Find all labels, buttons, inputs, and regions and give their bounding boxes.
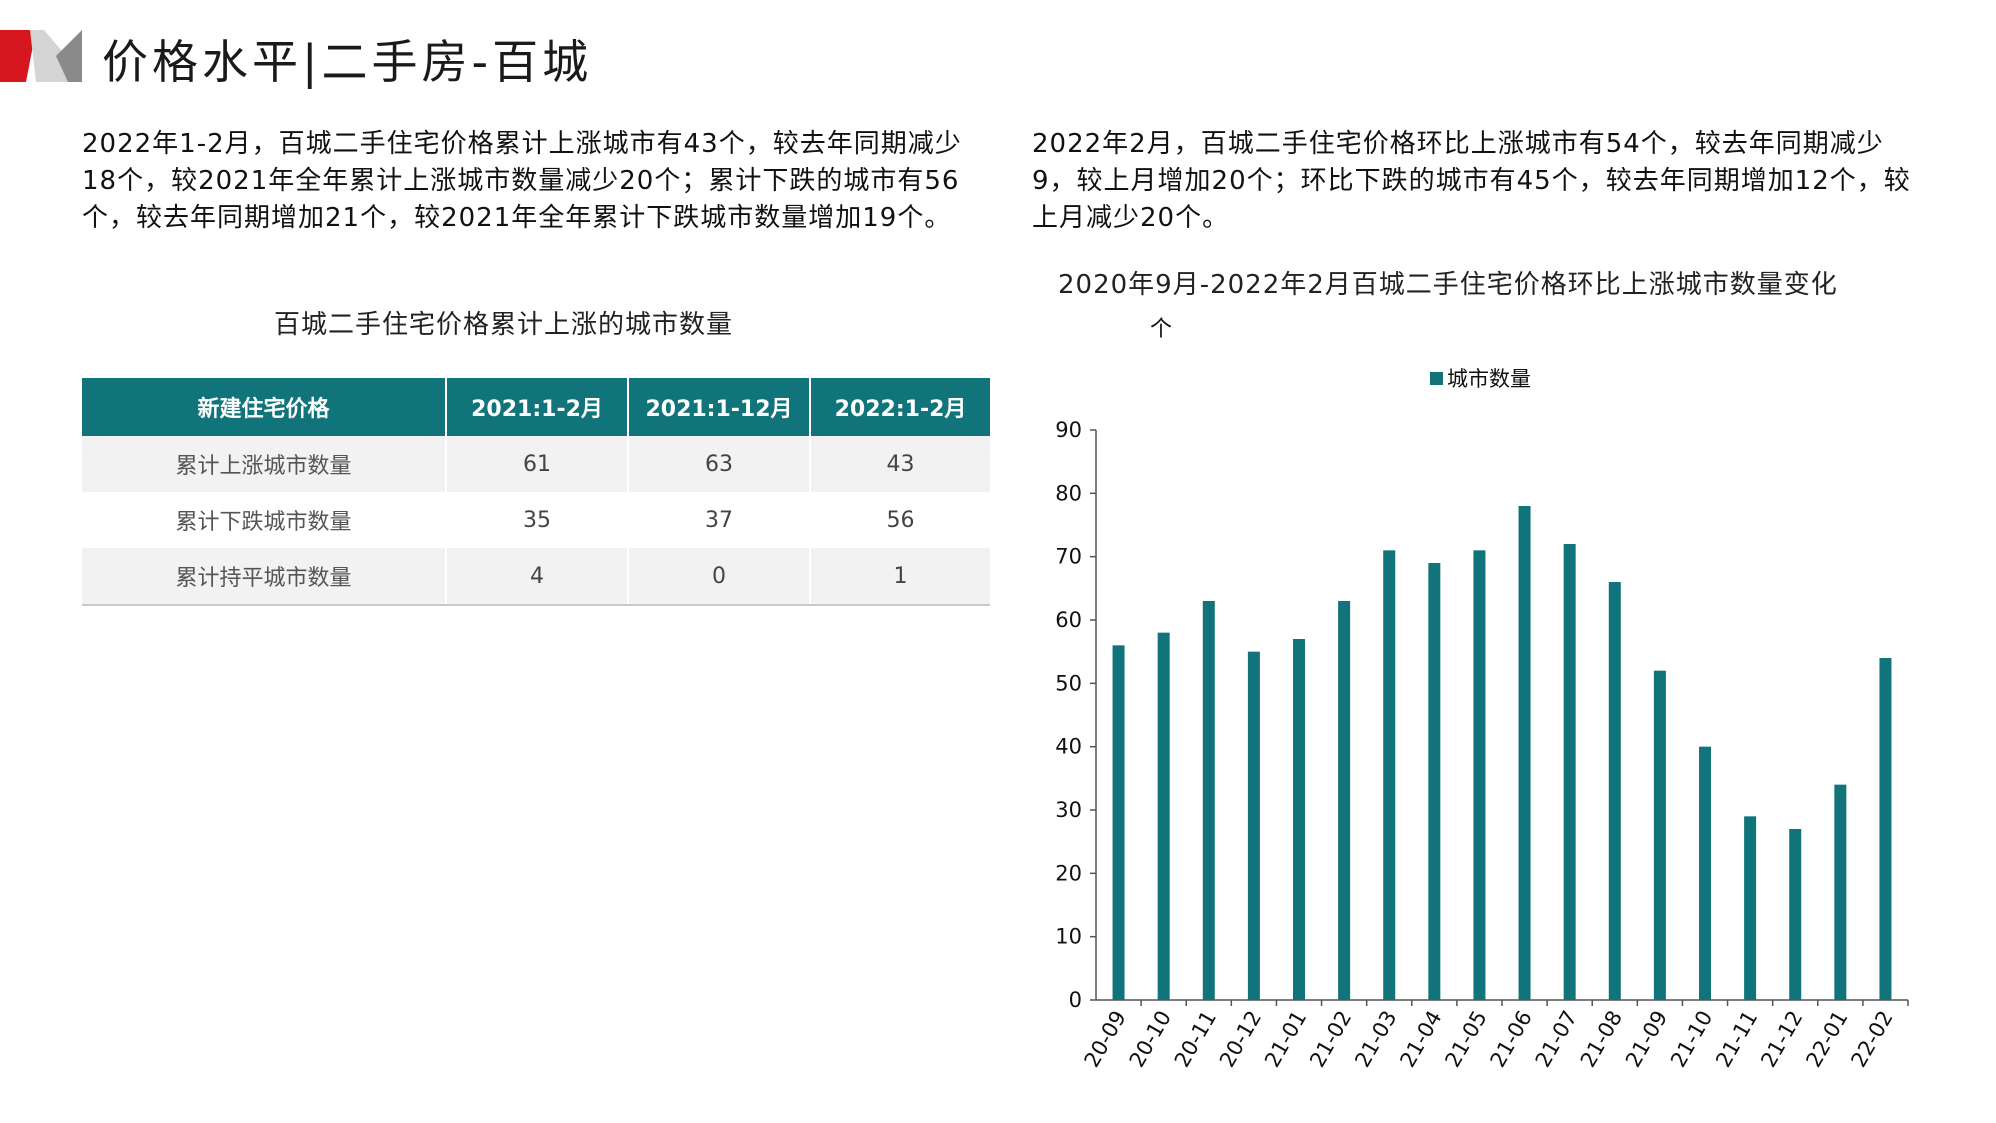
y-tick-label: 60 <box>1055 608 1082 632</box>
x-tick-label: 22-02 <box>1846 1007 1897 1072</box>
bar <box>1834 784 1847 1000</box>
table-header-cell: 新建住宅价格 <box>82 378 446 436</box>
bar <box>1383 550 1396 1000</box>
bar <box>1112 645 1125 1000</box>
x-tick-label: 21-07 <box>1531 1007 1582 1072</box>
bar <box>1293 639 1305 1000</box>
table-header-cell: 2022:1-2月 <box>809 378 990 436</box>
table-cell: 4 <box>445 548 628 606</box>
page-title: 价格水平|二手房-百城 <box>102 35 593 89</box>
x-tick-label: 20-09 <box>1080 1007 1131 1072</box>
bar <box>1518 506 1531 1000</box>
table-cell: 35 <box>445 492 628 548</box>
y-tick-label: 0 <box>1069 988 1082 1012</box>
bar-chart: 个城市数量010203040506070809020-0920-1020-112… <box>1055 317 1909 1072</box>
bar <box>1563 544 1576 1000</box>
bar <box>1202 601 1215 1000</box>
x-tick-label: 21-08 <box>1576 1007 1627 1072</box>
x-tick-label: 21-11 <box>1711 1007 1762 1072</box>
table-header-row: 新建住宅价格 2021:1-2月 2021:1-12月 2022:1-2月 <box>82 378 990 436</box>
legend-swatch <box>1430 372 1443 385</box>
x-tick-label: 20-11 <box>1170 1007 1221 1072</box>
table-row: 累计持平城市数量 4 0 1 <box>82 548 990 606</box>
legend-label: 城市数量 <box>1447 367 1531 391</box>
bar <box>1247 651 1260 1000</box>
bar <box>1699 746 1711 1000</box>
bar <box>1338 601 1351 1000</box>
row-label: 累计持平城市数量 <box>82 548 446 606</box>
bar <box>1473 550 1486 1000</box>
table-cell: 43 <box>809 436 990 492</box>
row-label: 累计下跌城市数量 <box>82 492 446 548</box>
bar <box>1789 829 1802 1000</box>
x-tick-label: 21-01 <box>1260 1007 1311 1072</box>
table-header-cell: 2021:1-12月 <box>627 378 810 436</box>
left-summary-text: 2022年1-2月，百城二手住宅价格累计上涨城市有43个，较去年同期减少18个，… <box>82 129 962 233</box>
table-cell: 37 <box>627 492 810 548</box>
bar <box>1428 563 1441 1000</box>
x-tick-label: 21-09 <box>1621 1007 1672 1072</box>
bar <box>1608 582 1621 1000</box>
table-caption: 百城二手住宅价格累计上涨的城市数量 <box>274 310 734 340</box>
y-tick-label: 20 <box>1055 861 1082 885</box>
table-row: 累计下跌城市数量 35 37 56 <box>82 492 990 548</box>
bar <box>1157 632 1170 1000</box>
y-tick-label: 80 <box>1055 481 1082 505</box>
cumulative-city-count-table: 新建住宅价格 2021:1-2月 2021:1-12月 2022:1-2月 累计… <box>82 378 990 606</box>
y-tick-label: 50 <box>1055 671 1082 695</box>
x-tick-label: 21-05 <box>1440 1007 1491 1072</box>
table-cell: 56 <box>809 492 990 548</box>
x-tick-label: 21-02 <box>1305 1007 1356 1072</box>
table-row: 累计上涨城市数量 61 63 43 <box>82 436 990 492</box>
x-tick-label: 21-10 <box>1666 1007 1717 1072</box>
y-tick-label: 30 <box>1055 798 1082 822</box>
row-label: 累计上涨城市数量 <box>82 436 446 492</box>
x-tick-label: 21-03 <box>1350 1007 1401 1072</box>
y-tick-label: 10 <box>1055 925 1082 949</box>
y-tick-label: 40 <box>1055 735 1082 759</box>
y-unit-label: 个 <box>1150 317 1172 342</box>
y-tick-label: 90 <box>1055 418 1082 442</box>
x-tick-label: 21-04 <box>1395 1007 1446 1072</box>
right-summary-text: 2022年2月，百城二手住宅价格环比上涨城市有54个，较去年同期减少9，较上月增… <box>1032 129 1911 233</box>
table-cell: 61 <box>445 436 628 492</box>
bar <box>1653 670 1666 1000</box>
y-tick-label: 70 <box>1055 545 1082 569</box>
x-tick-label: 20-10 <box>1125 1007 1176 1072</box>
chart-caption: 2020年9月-2022年2月百城二手住宅价格环比上涨城市数量变化 <box>1058 270 1838 300</box>
x-tick-label: 21-06 <box>1486 1007 1537 1072</box>
x-tick-label: 20-12 <box>1215 1007 1266 1072</box>
x-tick-label: 21-12 <box>1756 1007 1807 1072</box>
x-tick-label: 22-01 <box>1801 1007 1852 1072</box>
table-cell: 0 <box>627 548 810 606</box>
bar <box>1879 658 1892 1000</box>
table-cell: 1 <box>809 548 990 606</box>
brand-logo <box>0 30 82 82</box>
bar <box>1744 816 1757 1000</box>
table-header-cell: 2021:1-2月 <box>445 378 628 436</box>
table-cell: 63 <box>627 436 810 492</box>
